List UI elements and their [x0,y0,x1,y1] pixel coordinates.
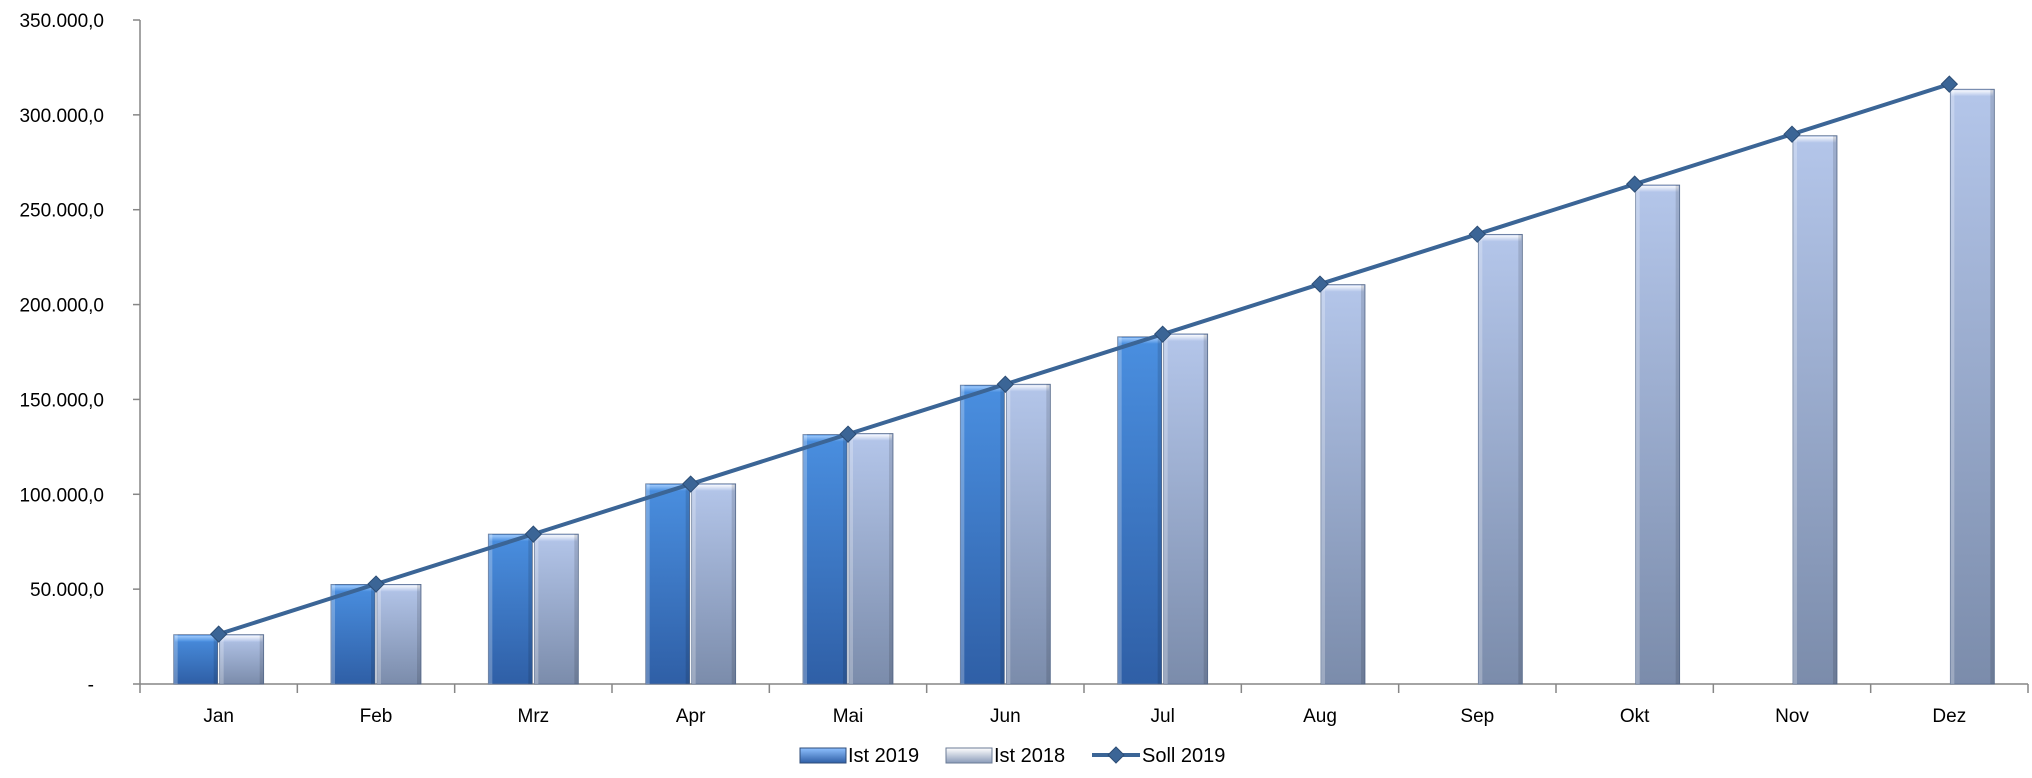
soll-line [209,75,1959,643]
y-tick-label: 300.000,0 [19,106,104,127]
x-tick-label: Nov [1775,706,1809,727]
x-tick-label: Feb [360,706,393,727]
x-tick-label: Jun [990,706,1021,727]
bar-ist-2018 [848,433,894,685]
bar-ist-2018 [376,584,422,685]
x-tick-label: Dez [1932,706,1966,727]
x-tick-label: Okt [1620,706,1650,727]
legend-label-soll-2019: Soll 2019 [1142,745,1225,767]
y-tick-label: 50.000,0 [30,580,104,601]
y-tick-label: 150.000,0 [19,390,104,411]
bar-ist-2019 [173,634,219,685]
bar-ist-2018 [219,634,265,685]
bar-ist-2019 [1117,336,1163,685]
bar-ist-2018 [1005,383,1051,685]
soll-2019-marker [1783,125,1801,143]
bar-ist-2019 [959,384,1005,685]
x-tick-label: Mai [833,706,864,727]
legend-marker-soll-2019 [1107,746,1125,764]
bar-ist-2019 [645,483,691,685]
x-tick-label: Mrz [518,706,550,727]
legend-label-ist-2018: Ist 2018 [994,745,1065,767]
bar-ist-2018 [1320,284,1366,685]
legend-swatch-ist-2018 [945,747,993,764]
axes: - 50.000,0 100.000,0 150.000,0 200.000,0 250.… [19,11,2029,727]
y-tick-label: 100.000,0 [19,485,104,506]
x-tick-label: Aug [1303,706,1337,727]
soll-2019-marker [1940,75,1959,93]
y-tick-label: 200.000,0 [19,296,104,317]
soll-2019-marker [1625,175,1644,193]
bar-ist-2019 [330,584,376,685]
bar-ist-2018 [1635,184,1681,685]
bar-ist-2018 [1163,333,1209,685]
bar-ist-2018 [533,533,579,685]
soll-2019-marker [839,425,857,443]
bar-ist-2018 [691,483,737,685]
soll-2019-marker [1153,325,1172,343]
soll-2019-marker [1311,275,1329,293]
bar-ist-2019 [487,533,533,685]
legend-swatch-ist-2019 [799,747,847,764]
soll-2019-marker [1468,225,1487,243]
soll-2019-marker [367,575,385,593]
soll-2019-line [218,82,1950,637]
x-tick-label: Jan [203,706,234,727]
bar-ist-2018 [1477,233,1523,685]
y-tick-label: - [88,675,94,696]
bar-ist-2018 [1792,135,1838,685]
legend: Ist 2019 Ist 2018 Soll 2019 [799,745,1225,767]
legend-label-ist-2019: Ist 2019 [848,745,919,767]
bar-ist-2019 [802,434,848,685]
soll-2019-marker [996,375,1015,393]
x-tick-label: Jul [1151,706,1175,727]
soll-2019-marker [681,475,700,493]
soll-2019-marker [524,525,543,543]
bars [173,88,1995,685]
x-tick-label: Sep [1460,706,1494,727]
soll-2019-marker [209,625,228,643]
y-tick-label: 350.000,0 [19,11,104,32]
bar-ist-2018 [1949,88,1995,685]
x-tick-label: Apr [676,706,706,727]
y-tick-label: 250.000,0 [19,201,104,222]
